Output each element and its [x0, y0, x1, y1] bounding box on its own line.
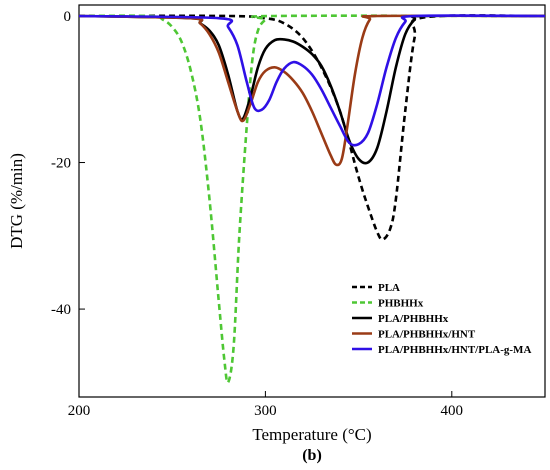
x-tick-label: 200: [68, 403, 91, 419]
tick-labels: 200 300 400 0 -20 -40: [51, 9, 463, 419]
legend-label: PLA/PHBHHx/HNT: [378, 329, 476, 341]
legend: PLA PHBHHx PLA/PHBHHx PLA/PHBHHx/HNT PLA/PHB…: [352, 282, 531, 356]
legend-label: PLA/PHBHHx: [378, 313, 449, 325]
series-line-3: [78, 14, 546, 165]
legend-label: PLA: [378, 282, 400, 294]
series-lines: [78, 14, 546, 384]
y-tick-label: 0: [64, 9, 72, 25]
series-line-1: [78, 14, 546, 241]
panel-label: (b): [302, 447, 322, 464]
series-line-2: [78, 14, 546, 384]
plot-frame: [78, 4, 546, 398]
legend-label: PHBHHx: [378, 298, 424, 310]
y-tick-label: -20: [51, 156, 71, 172]
series-line-4: [78, 14, 546, 167]
series-line-5: [78, 14, 546, 147]
legend-label: PLA/PHBHHx/HNT/PLA-g-MA: [378, 344, 531, 356]
x-tick-label: 300: [254, 403, 277, 419]
y-axis-title: DTG (%/min): [7, 153, 26, 249]
x-axis-title: Temperature (°C): [252, 425, 371, 444]
y-tick-label: -40: [51, 302, 71, 318]
x-tick-label: 400: [441, 403, 464, 419]
